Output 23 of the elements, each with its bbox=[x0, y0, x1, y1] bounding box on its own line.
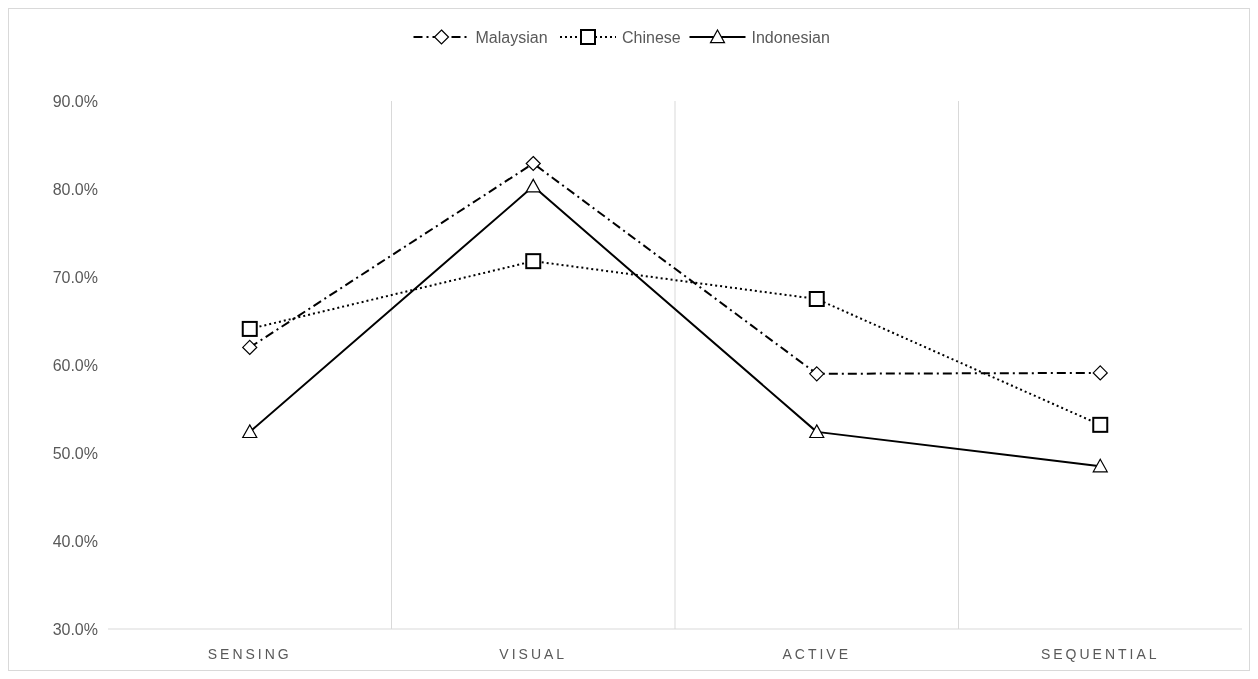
y-tick-label: 90.0% bbox=[52, 92, 98, 110]
legend-label: Malaysian bbox=[475, 28, 548, 46]
x-tick-label: VISUAL bbox=[499, 646, 568, 662]
legend-label: Indonesian bbox=[751, 28, 830, 46]
point bbox=[242, 424, 258, 439]
y-tick-label: 40.0% bbox=[52, 532, 98, 550]
point bbox=[525, 253, 542, 270]
point bbox=[241, 320, 258, 337]
point bbox=[525, 178, 541, 193]
point bbox=[808, 291, 825, 307]
x-tick-label: ACTIVE bbox=[782, 646, 852, 662]
legend-label: Chinese bbox=[622, 28, 681, 46]
point bbox=[1092, 416, 1109, 433]
point bbox=[809, 366, 825, 382]
point bbox=[809, 424, 825, 439]
x-tick-label: SENSING bbox=[207, 646, 292, 662]
y-tick-label: 70.0% bbox=[52, 268, 98, 286]
y-tick-label: 30.0% bbox=[52, 620, 98, 638]
y-tick-label: 60.0% bbox=[52, 356, 98, 374]
y-tick-label: 50.0% bbox=[52, 444, 98, 462]
x-tick-label: SEQUENTIAL bbox=[1040, 646, 1160, 662]
point bbox=[1092, 458, 1108, 473]
y-tick-label: 80.0% bbox=[52, 180, 98, 198]
